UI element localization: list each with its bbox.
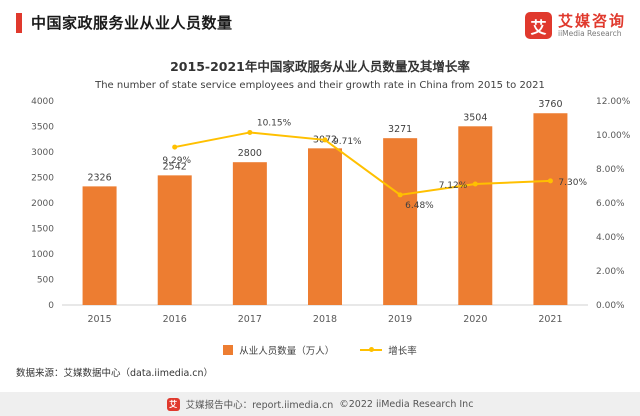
y-axis-left-label: 3500 <box>31 123 54 133</box>
y-axis-left-label: 3000 <box>31 148 54 158</box>
growth-label: 9.71% <box>333 137 362 147</box>
y-axis-left-label: 0 <box>48 301 54 311</box>
bar-value-label: 3271 <box>388 124 412 135</box>
bar-value-label: 3504 <box>463 112 487 123</box>
y-axis-right-label: 4.00% <box>596 233 625 243</box>
legend-item-bar: 从业人员数量（万人） <box>223 343 334 357</box>
growth-point <box>172 144 178 150</box>
header: 中国家政服务业从业人员数量 艾 艾媒咨询 iiMedia Research <box>0 0 640 50</box>
bar-2021 <box>533 113 568 306</box>
y-axis-right-label: 2.00% <box>596 267 625 277</box>
iimedia-logo: 艾 艾媒咨询 iiMedia Research <box>524 11 626 39</box>
x-axis-label: 2018 <box>313 314 337 325</box>
bar-value-label: 2542 <box>163 161 187 172</box>
bar-2018 <box>308 148 342 305</box>
chart-legend: 从业人员数量（万人） 增长率 <box>0 343 640 357</box>
bar-value-label: 2326 <box>87 172 111 183</box>
growth-label: 10.15% <box>257 118 292 128</box>
logo-brand-en: iiMedia Research <box>557 28 622 38</box>
y-axis-left-label: 1500 <box>31 225 54 235</box>
legend-label-line: 增长率 <box>388 346 417 357</box>
footer-logo-icon: 艾 <box>166 397 180 411</box>
growth-label: 9.29% <box>162 156 191 166</box>
bar-value-label: 3760 <box>538 99 562 110</box>
bar-2015 <box>82 186 117 305</box>
y-axis-right-label: 6.00% <box>596 199 625 209</box>
y-axis-right-label: 8.00% <box>596 165 625 175</box>
chart-area: 0 500 1000 1500 2000 2500 3000 3500 4000 0.00% 2.0… <box>0 93 640 343</box>
bar-2020 <box>458 126 493 305</box>
footer-report-link[interactable]: 艾媒报告中心：report.iimedia.cn <box>185 400 334 411</box>
legend-label-bar: 从业人员数量（万人） <box>239 346 335 357</box>
iimedia-logo-icon: 艾 <box>524 12 552 39</box>
growth-label: 6.48% <box>405 201 434 211</box>
x-axis-label: 2021 <box>538 314 562 325</box>
x-axis-label: 2017 <box>238 314 262 325</box>
y-axis-right-label: 0.00% <box>596 301 625 311</box>
y-axis-left-label: 4000 <box>31 97 54 107</box>
growth-point <box>397 192 403 198</box>
footer-copyright: ©2022 iiMedia Research Inc <box>339 398 474 410</box>
source-note: 数据来源：艾媒数据中心（data.iimedia.cn） <box>16 368 214 379</box>
chart-title-cn: 2015-2021年中国家政服务从业人员数量及其增长率 <box>170 59 470 74</box>
growth-label: 7.30% <box>558 178 587 188</box>
growth-point <box>247 129 253 135</box>
x-axis-label: 2020 <box>463 314 487 325</box>
logo-text: 艾媒咨询 iiMedia Research <box>557 11 626 39</box>
bar-swatch-icon <box>223 345 234 355</box>
footer-bar: 艾 艾媒报告中心：report.iimedia.cn ©2022 iiMedia… <box>0 392 640 416</box>
legend-item-line: 增长率 <box>360 343 417 357</box>
x-axis-label: 2019 <box>388 314 412 325</box>
page-title: 中国家政服务业从业人员数量 <box>31 14 233 32</box>
y-axis-left-label: 2000 <box>31 199 54 209</box>
x-axis-label: 2015 <box>87 314 111 325</box>
y-axis-left-label: 2500 <box>31 174 54 184</box>
bar-value-label: 2800 <box>238 148 262 159</box>
bar-2016 <box>157 175 192 305</box>
y-axis-right-label: 10.00% <box>596 131 631 141</box>
growth-line <box>174 131 551 196</box>
growth-point <box>322 137 328 143</box>
y-axis-left-label: 1000 <box>31 250 54 260</box>
accent-bar <box>16 12 22 33</box>
bar-2019 <box>383 138 418 305</box>
combo-chart: 0 500 1000 1500 2000 2500 3000 3500 4000 0.00% 2.0… <box>31 97 631 325</box>
x-axis-label: 2016 <box>163 314 187 325</box>
y-axis-left-label: 500 <box>37 276 54 286</box>
title-wrap: 中国家政服务业从业人员数量 <box>16 12 233 33</box>
y-axis-right-label: 12.00% <box>596 97 631 107</box>
growth-label: 7.12% <box>439 181 468 191</box>
line-swatch-icon <box>360 347 383 352</box>
bar-2017 <box>232 162 267 305</box>
logo-brand-cn: 艾媒咨询 <box>557 11 626 30</box>
growth-point <box>547 178 553 184</box>
growth-point <box>472 181 478 187</box>
chart-title-en: The number of state service employees an… <box>95 80 545 91</box>
